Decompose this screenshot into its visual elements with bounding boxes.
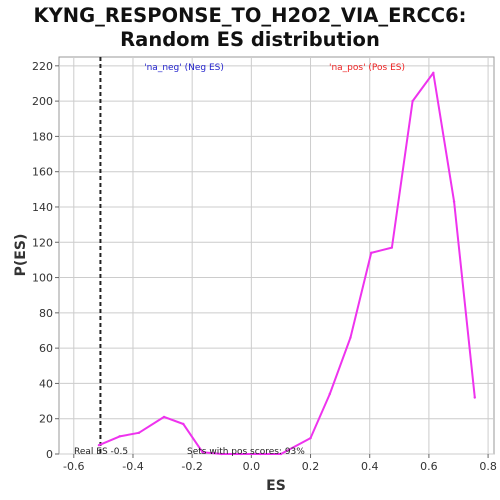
- x-tick-label: -0.6: [63, 460, 84, 473]
- neg-es-label: 'na_neg' (Neg ES): [144, 63, 224, 73]
- data-point: [162, 415, 166, 419]
- data-point: [411, 99, 414, 103]
- x-tick-label: 0.0: [243, 460, 261, 473]
- grid-lines: [59, 57, 494, 455]
- x-tick-label: -0.2: [181, 460, 202, 473]
- data-point: [259, 452, 262, 456]
- data-point: [473, 396, 476, 399]
- y-tick-label: 60: [39, 342, 53, 355]
- series-group: [97, 71, 476, 456]
- data-point: [201, 451, 204, 454]
- x-axis-title: ES: [266, 478, 286, 494]
- data-point: [369, 251, 373, 255]
- real-es-label: Real ES -0.5: [74, 447, 128, 457]
- data-point: [279, 452, 283, 456]
- data-point: [182, 422, 185, 426]
- y-tick-label: 180: [32, 130, 53, 143]
- data-point: [118, 435, 121, 438]
- x-tick-label: 0.2: [302, 460, 320, 473]
- plot-area: [58, 56, 495, 455]
- data-point: [390, 246, 394, 249]
- y-tick-label: 200: [32, 95, 53, 108]
- x-tick-label: 0.4: [361, 460, 379, 473]
- data-point: [309, 436, 312, 440]
- chart-title-line-2: Random ES distribution: [120, 28, 380, 51]
- data-point: [452, 200, 456, 203]
- data-point: [349, 336, 352, 339]
- y-axis-title: P(ES): [13, 234, 29, 277]
- data-point: [220, 452, 223, 456]
- data-point: [137, 431, 141, 435]
- y-tick-label: 80: [39, 307, 53, 320]
- sets-pos-scores-label: Sets with pos scores: 93%: [187, 447, 305, 457]
- chart-title-line-1: KYNG_RESPONSE_TO_H2O2_VIA_ERCC6:: [34, 4, 467, 27]
- x-tick-label: 0.6: [420, 460, 438, 473]
- y-tick-label: 220: [32, 60, 53, 73]
- x-tick-label: 0.8: [479, 460, 497, 473]
- pos-es-label: 'na_pos' (Pos ES): [329, 63, 405, 73]
- y-tick-label: 160: [32, 166, 53, 179]
- y-tick-label: 0: [46, 448, 53, 461]
- data-point: [97, 443, 101, 447]
- y-tick-label: 120: [32, 236, 53, 249]
- axis-ticks: 0 20 40 60 80 100 120 140 160 180 200 220 -0.6 -0.4 -0…: [32, 60, 497, 473]
- y-tick-label: 40: [39, 377, 53, 390]
- data-point: [432, 71, 435, 75]
- y-tick-label: 100: [32, 272, 53, 285]
- data-point: [328, 392, 331, 396]
- data-point: [239, 452, 243, 456]
- y-tick-label: 140: [32, 201, 53, 214]
- x-tick-label: -0.4: [122, 460, 143, 473]
- y-tick-label: 20: [39, 413, 53, 426]
